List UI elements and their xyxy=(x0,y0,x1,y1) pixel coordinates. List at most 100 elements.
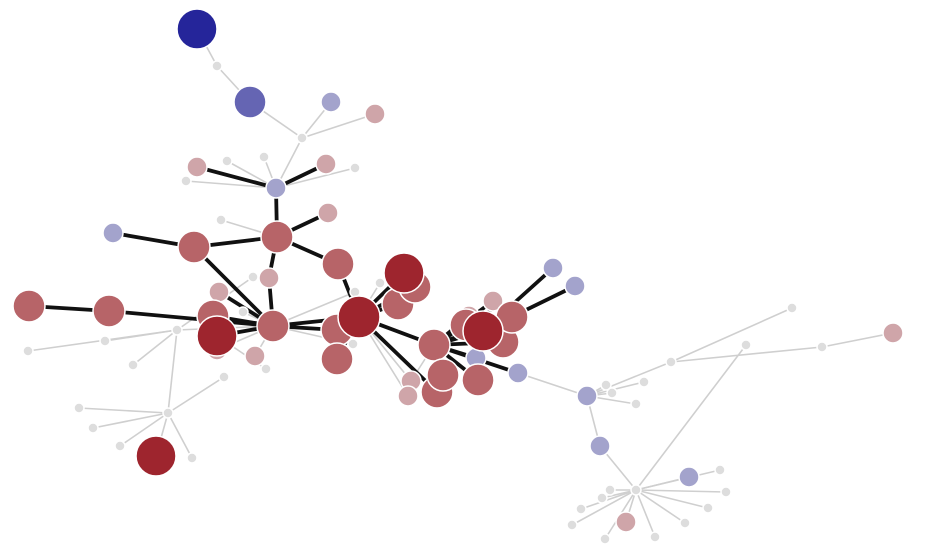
graph-node-n58 xyxy=(73,402,85,414)
graph-edge xyxy=(167,329,178,414)
graph-node-n53 xyxy=(99,335,111,347)
graph-edge xyxy=(635,489,686,524)
graph-node-n27 xyxy=(244,345,266,367)
graph-node-n33 xyxy=(383,252,425,294)
graph-edge xyxy=(635,469,721,491)
graph-edge xyxy=(119,412,169,447)
graph-node-n10 xyxy=(221,155,233,167)
graph-node-n40 xyxy=(482,290,504,312)
graph-node-n60 xyxy=(114,440,126,452)
graph-node-n17 xyxy=(177,230,211,264)
graph-node-n75 xyxy=(589,435,611,457)
graph-node-n56 xyxy=(171,324,183,336)
graph-edge xyxy=(132,329,178,366)
graph-edge xyxy=(670,307,793,363)
graph-node-n12 xyxy=(349,162,361,174)
graph-edge xyxy=(571,489,637,526)
graph-node-n87 xyxy=(740,339,752,351)
graph-node-n38 xyxy=(462,310,504,352)
graph-edge xyxy=(517,372,588,397)
graph-node-n57 xyxy=(162,407,174,419)
graph-edge xyxy=(586,361,672,397)
graph-node-n31 xyxy=(337,295,381,339)
graph-node-n59 xyxy=(87,422,99,434)
graph-node-n70 xyxy=(816,341,828,353)
graph-node-n37 xyxy=(397,385,419,407)
graph-node-n41 xyxy=(542,257,564,279)
graph-node-n69 xyxy=(786,302,798,314)
graph-node-n71 xyxy=(882,322,904,344)
graph-node-n8 xyxy=(186,156,208,178)
graph-node-n1 xyxy=(176,8,218,50)
graph-node-n61 xyxy=(186,452,198,464)
graph-edge xyxy=(301,113,376,139)
graph-node-n51 xyxy=(135,435,177,477)
graph-node-n86 xyxy=(596,492,608,504)
graph-edge xyxy=(167,412,193,459)
graph-node-n20 xyxy=(258,267,280,289)
graph-node-n6 xyxy=(296,132,308,144)
graph-edge xyxy=(167,376,225,414)
graph-node-n72 xyxy=(374,277,386,289)
graph-edge xyxy=(601,489,637,499)
graph-node-n55 xyxy=(127,359,139,371)
graph-edge xyxy=(635,344,747,491)
graph-node-n82 xyxy=(649,531,661,543)
graph-node-n47 xyxy=(426,358,460,392)
graph-edge xyxy=(185,180,277,189)
graph-node-n66 xyxy=(600,379,612,391)
graph-node-n5 xyxy=(364,103,386,125)
graph-edge xyxy=(92,412,169,429)
graph-node-n11 xyxy=(258,151,270,163)
graph-node-n76 xyxy=(678,466,700,488)
graph-node-n14 xyxy=(317,202,339,224)
graph-node-n7 xyxy=(265,177,287,199)
graph-node-n21 xyxy=(12,289,46,323)
graph-node-n73 xyxy=(576,385,598,407)
graph-node-n46 xyxy=(507,362,529,384)
graph-node-n19 xyxy=(321,247,355,281)
graph-node-n83 xyxy=(599,533,611,545)
graph-edge xyxy=(580,489,637,510)
graph-node-n3 xyxy=(233,85,267,119)
graph-node-n54 xyxy=(22,345,34,357)
graph-nodes xyxy=(12,8,904,545)
graph-node-n18 xyxy=(260,220,294,254)
graph-node-n80 xyxy=(702,502,714,514)
graph-node-n52 xyxy=(237,306,249,318)
graph-node-n74 xyxy=(630,484,642,496)
graph-node-n15 xyxy=(215,214,227,226)
graph-node-n24 xyxy=(196,315,238,357)
graph-node-n63 xyxy=(218,371,230,383)
graph-node-n90 xyxy=(347,338,359,350)
graph-edge xyxy=(195,165,278,190)
graph-node-n13 xyxy=(180,175,192,187)
graph-node-n68 xyxy=(606,387,618,399)
graph-node-n62 xyxy=(247,271,259,283)
graph-edge xyxy=(78,407,169,414)
graph-node-n30 xyxy=(320,342,354,376)
graph-edge xyxy=(635,489,656,538)
graph-node-n9 xyxy=(315,153,337,175)
graph-node-n67 xyxy=(665,356,677,368)
graph-edge xyxy=(635,489,709,509)
graph-edge xyxy=(821,332,894,348)
graph-node-n78 xyxy=(714,464,726,476)
graph-node-n49 xyxy=(461,363,495,397)
graph-edge xyxy=(635,489,727,493)
graph-edge xyxy=(107,309,275,328)
graph-node-n39 xyxy=(417,328,451,362)
graph-edge xyxy=(275,167,356,189)
graph-node-n81 xyxy=(679,517,691,529)
graph-node-n88 xyxy=(604,484,616,496)
graph-node-n65 xyxy=(630,398,642,410)
graph-node-n23 xyxy=(208,281,230,303)
graph-node-n25 xyxy=(92,294,126,328)
graph-node-n22 xyxy=(256,309,290,343)
graph-edge xyxy=(192,245,275,328)
graph-node-n84 xyxy=(566,519,578,531)
graph-node-n85 xyxy=(575,503,587,515)
graph-node-n89 xyxy=(260,363,272,375)
graph-node-n42 xyxy=(564,275,586,297)
